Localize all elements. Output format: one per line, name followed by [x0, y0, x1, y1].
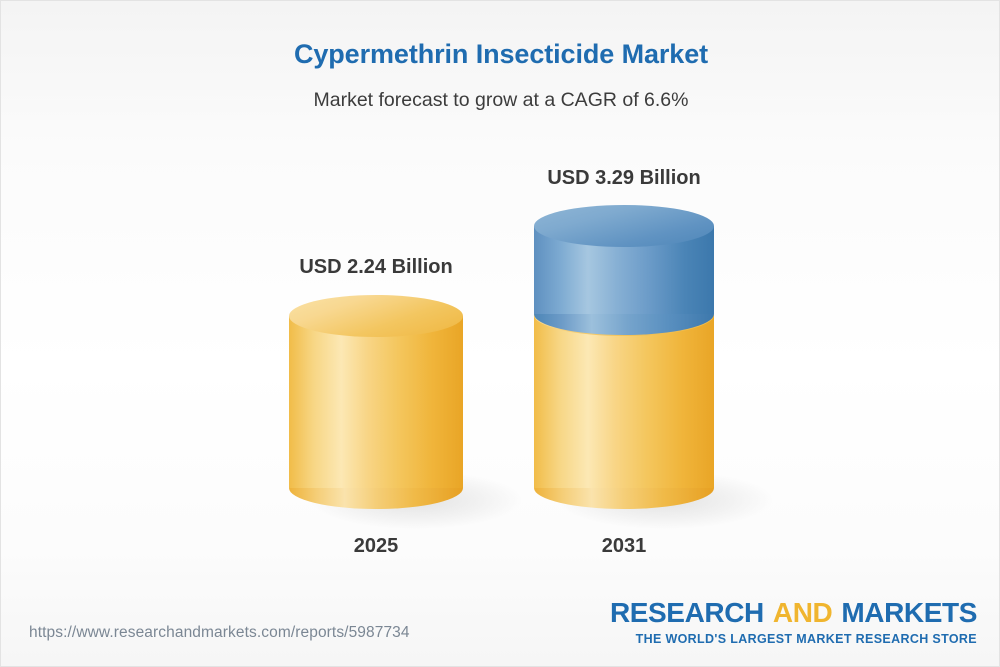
logo-word-research: RESEARCH: [609, 597, 764, 628]
data-label-2031: USD 3.29 Billion: [547, 167, 701, 189]
category-label-2025: 2025: [353, 535, 399, 557]
bar-cylinder-2031: [534, 205, 772, 529]
data-label-2025: USD 2.24 Billion: [299, 256, 453, 278]
category-label-2031: 2031: [601, 535, 647, 557]
logo-word-and: AND: [772, 597, 833, 628]
logo-tagline: THE WORLD'S LARGEST MARKET RESEARCH STOR…: [635, 632, 977, 646]
bar-2025-top-ellipse: [289, 295, 463, 337]
bar-2025-body: [289, 316, 463, 488]
research-and-markets-logo[interactable]: RESEARCH AND MARKETS THE WORLD'S LARGEST M…: [610, 599, 977, 647]
logo-word-markets: MARKETS: [841, 597, 977, 628]
logo-wordmark: RESEARCH AND MARKETS: [610, 599, 977, 627]
bar-cylinder-2025: [289, 295, 521, 529]
report-url[interactable]: https://www.researchandmarkets.com/repor…: [29, 624, 410, 641]
page-title: Cypermethrin Insecticide Market: [293, 39, 709, 69]
bar-2031-blue-top-ellipse: [534, 205, 714, 247]
chart-subtitle: Market forecast to grow at a CAGR of 6.6…: [313, 89, 689, 111]
bar-2031-yellow-body: [534, 315, 714, 488]
